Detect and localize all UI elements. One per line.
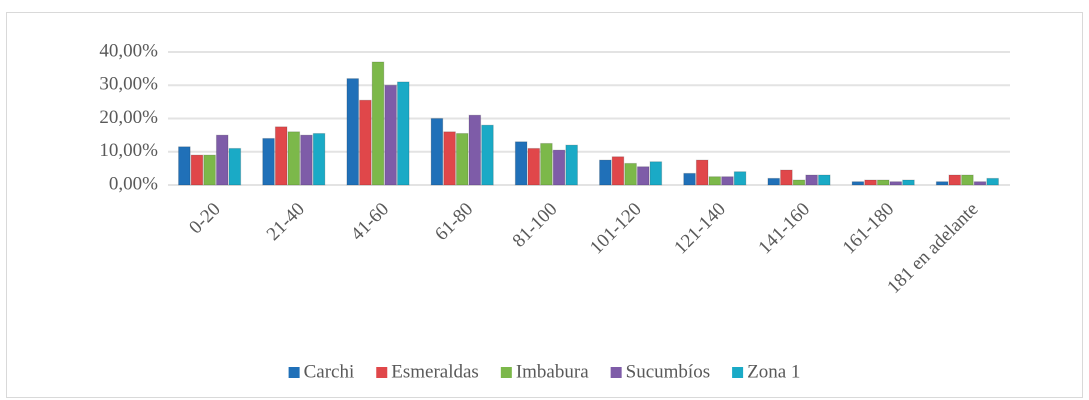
y-tick-label: 40,00% (99, 40, 158, 61)
y-tick-label: 30,00% (99, 74, 158, 95)
legend-swatch (732, 367, 744, 378)
legend-swatch (376, 367, 388, 378)
bar (468, 114, 482, 186)
bar (312, 132, 326, 186)
bar (396, 81, 410, 186)
bar (262, 137, 275, 186)
bar (203, 154, 216, 186)
y-tick-label: 0,00% (109, 173, 158, 194)
bar (443, 131, 456, 186)
bar (636, 166, 650, 186)
y-tick-label: 20,00% (99, 107, 158, 128)
bar (359, 99, 372, 186)
bar (190, 154, 204, 186)
bar (935, 181, 949, 186)
bar (986, 177, 999, 186)
bar (780, 169, 793, 186)
legend-swatch (288, 367, 300, 378)
bar (540, 142, 553, 186)
bar (178, 146, 191, 186)
legend-label: Esmeraldas (391, 361, 479, 382)
bar (708, 176, 722, 186)
bar (721, 176, 734, 186)
y-tick-label: 10,00% (99, 140, 158, 161)
bar (514, 141, 528, 186)
bar (973, 181, 987, 186)
bar (228, 147, 242, 186)
bar (527, 147, 541, 186)
bar (565, 144, 578, 186)
bar (624, 162, 637, 186)
bar (430, 118, 444, 186)
legend-label: Sucumbíos (626, 361, 710, 382)
bar (851, 181, 865, 186)
bar (346, 78, 360, 186)
bar (649, 161, 663, 186)
bar (889, 181, 903, 186)
bar (683, 172, 696, 186)
bar (864, 179, 877, 186)
bar (817, 174, 831, 186)
bar (215, 134, 229, 186)
bar (733, 171, 747, 186)
bar (611, 156, 625, 186)
bar (792, 179, 806, 186)
bar (767, 177, 781, 186)
bar (300, 134, 313, 186)
bar (805, 174, 818, 186)
legend-swatch (610, 367, 622, 378)
chart-frame (6, 12, 1083, 398)
bar (274, 126, 288, 186)
legend-swatch (500, 367, 512, 378)
bar (384, 84, 397, 186)
bar (948, 174, 962, 186)
bar (287, 131, 301, 186)
legend-label: Zona 1 (747, 361, 800, 382)
bar (961, 174, 974, 186)
legend-label: Imbabura (516, 361, 589, 382)
bar (876, 179, 890, 186)
bar (552, 149, 566, 186)
legend-label: Carchi (304, 361, 355, 382)
bar (695, 159, 709, 186)
bar (599, 159, 612, 186)
bar (455, 132, 469, 186)
bar (371, 61, 385, 186)
bar (902, 179, 915, 186)
bar (481, 124, 494, 186)
